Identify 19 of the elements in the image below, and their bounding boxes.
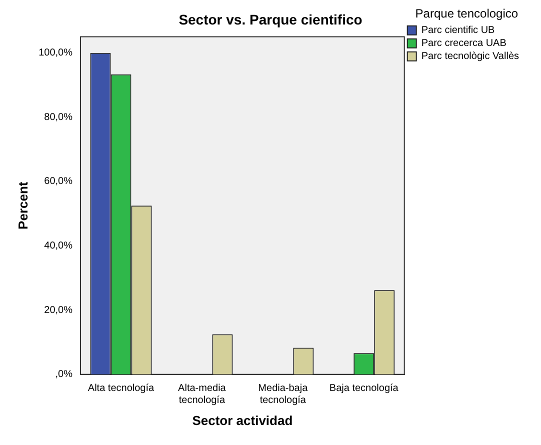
y-tick-label: 100,0% [38, 48, 73, 59]
y-tick-label: 20,0% [44, 304, 73, 316]
legend-label: Parc cientific UB [421, 25, 496, 36]
x-axis-title: Sector actividad [192, 412, 293, 428]
y-tick-label: 40,0% [44, 240, 73, 252]
y-tick-label: 60,0% [44, 176, 73, 188]
chart-title: Sector vs. Parque cientifico [178, 11, 362, 28]
legend-label: Parc tecnològic Vallès [421, 51, 520, 62]
y-axis-title: Percent [15, 181, 30, 230]
category-label: Alta-media [178, 383, 226, 394]
category-label: tecnología [178, 395, 226, 406]
category-label: Baja tecnología [329, 383, 398, 394]
y-tick-label: ,0% [55, 369, 73, 380]
legend-label: Parc crecerca UAB [421, 38, 507, 50]
category-label: Media-baja [258, 383, 308, 394]
legend-title: Parque tencologico [415, 6, 518, 20]
category-label: tecnología [260, 395, 306, 406]
category-label: Alta tecnología [88, 383, 154, 394]
y-tick-label: 80,0% [44, 112, 73, 123]
